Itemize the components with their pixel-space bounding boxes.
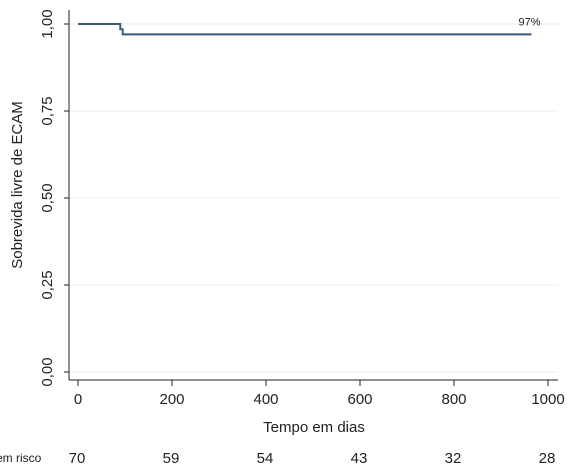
risk-table: 70 59 54 43 32 28 — [69, 450, 556, 466]
x-tick-label: 200 — [159, 391, 184, 408]
risk-value: 70 — [69, 450, 86, 466]
y-tick-label: 0,50 — [39, 183, 56, 212]
grid-layer — [69, 23, 558, 373]
x-tick-label: 800 — [441, 391, 466, 408]
risk-value: 59 — [163, 450, 180, 466]
x-tick-label: 0 — [74, 391, 82, 408]
risk-table-label: em risco — [0, 451, 42, 465]
series-layer — [78, 23, 532, 36]
risk-value: 32 — [445, 450, 462, 466]
y-tick-label: 1,00 — [39, 9, 56, 38]
y-tick-label: 0,00 — [39, 357, 56, 386]
y-tick-label: 0,75 — [39, 96, 56, 125]
x-tick-label: 400 — [253, 391, 278, 408]
survival-line — [78, 23, 532, 36]
annotation-layer: 97% — [519, 16, 541, 28]
x-axis-title: Tempo em dias — [263, 419, 365, 436]
y-axis-title: Sobrevida livre de ECAM — [9, 101, 26, 269]
y-tick-label: 0,25 — [39, 270, 56, 299]
risk-value: 28 — [539, 450, 556, 466]
risk-value: 43 — [351, 450, 368, 466]
ticks-layer: 0,00 0,25 0,50 0,75 1,00 0 200 400 600 800 1000 — [39, 9, 565, 408]
x-tick-label: 600 — [347, 391, 372, 408]
risk-value: 54 — [257, 450, 274, 466]
annotation-label: 97% — [519, 16, 541, 28]
x-tick-label: 1000 — [531, 391, 564, 408]
